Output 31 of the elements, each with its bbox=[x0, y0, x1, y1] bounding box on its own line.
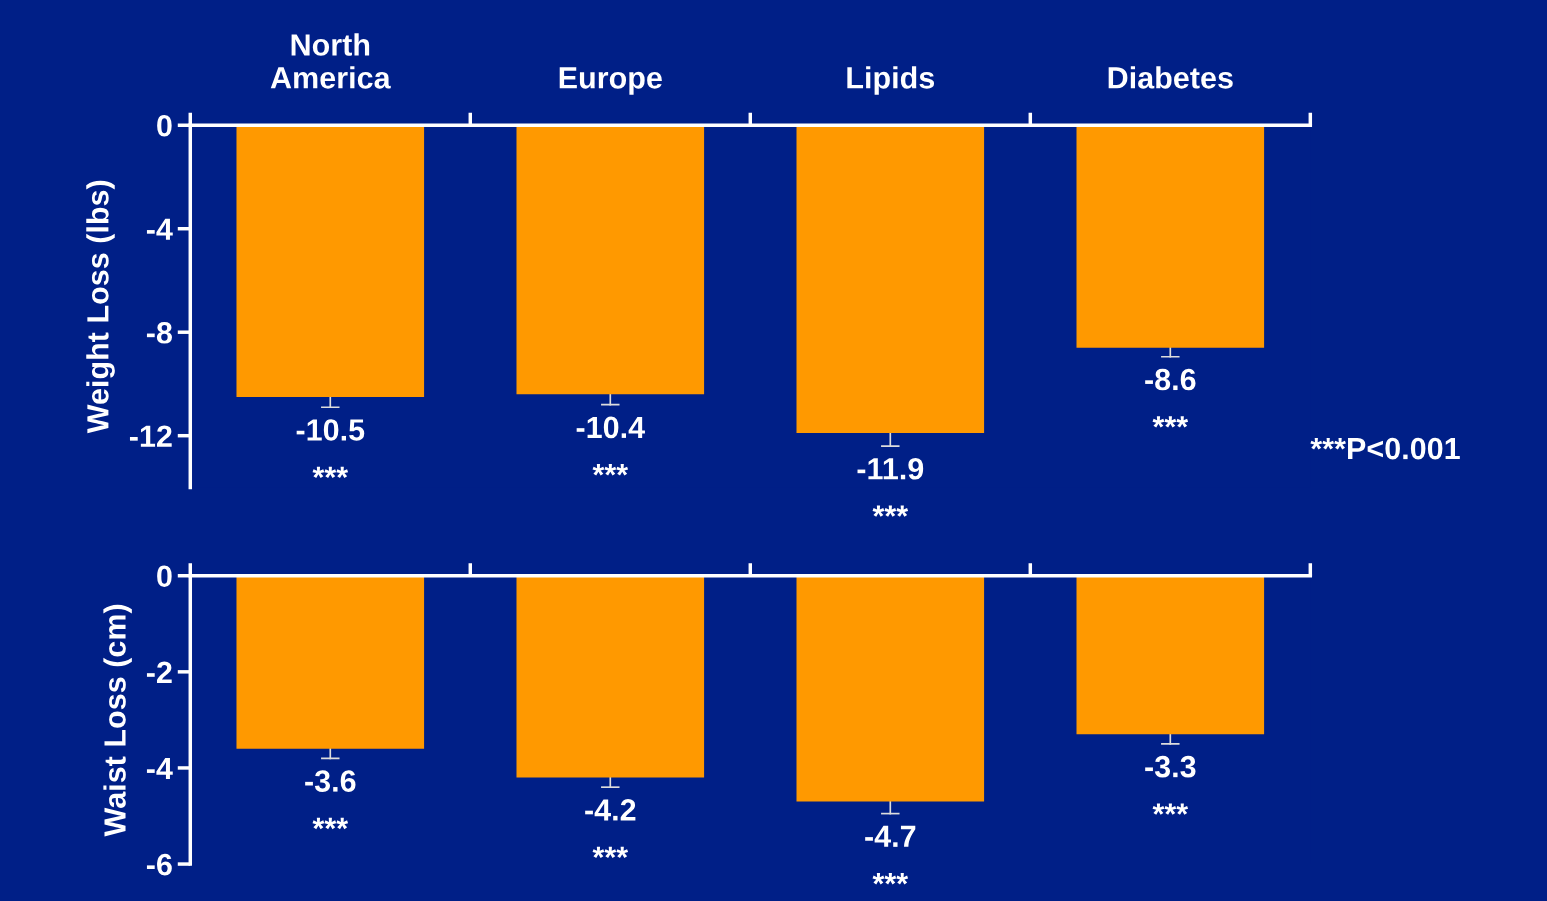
y-tick-label: -4 bbox=[146, 218, 173, 240]
y-axis-title: Waist Loss (cm) bbox=[103, 604, 132, 837]
annotation: *** bbox=[592, 464, 629, 476]
y-tick-label: -2 bbox=[146, 661, 172, 683]
annotation: *** bbox=[1152, 803, 1189, 815]
y-tick-label: -6 bbox=[146, 853, 172, 876]
data-label: -4.7 bbox=[865, 825, 916, 847]
data-label: -8.6 bbox=[1145, 368, 1196, 391]
annotation: *** bbox=[312, 466, 349, 479]
annotation: *** bbox=[1152, 416, 1189, 428]
annotation: *** bbox=[592, 846, 629, 858]
y-tick-label: 0 bbox=[157, 565, 172, 588]
y-tick-label: -12 bbox=[129, 425, 172, 447]
y-tick-label: -4 bbox=[146, 758, 173, 780]
x-tick-label: Diabetes bbox=[1108, 66, 1233, 89]
data-label: -3.6 bbox=[305, 770, 356, 792]
text: *** bbox=[872, 873, 909, 885]
data-label: -11.9 bbox=[857, 457, 924, 480]
data-label: -4.2 bbox=[585, 799, 636, 821]
data-label: -10.5 bbox=[296, 419, 365, 441]
text: *** bbox=[872, 505, 909, 517]
annotation: *** bbox=[312, 817, 349, 830]
data-label: -3.3 bbox=[1145, 755, 1196, 778]
y-tick-label: 0 bbox=[157, 114, 172, 137]
y-tick-label: -8 bbox=[146, 321, 172, 344]
x-tick-label: North America bbox=[270, 33, 391, 89]
text: ***P<0.001 bbox=[1310, 437, 1460, 460]
x-tick-label: Lipids bbox=[847, 66, 935, 95]
x-tick-label: Europe bbox=[559, 67, 662, 95]
data-label: -10.4 bbox=[576, 416, 645, 439]
y-axis-title: Weight Loss (lbs) bbox=[86, 180, 115, 434]
